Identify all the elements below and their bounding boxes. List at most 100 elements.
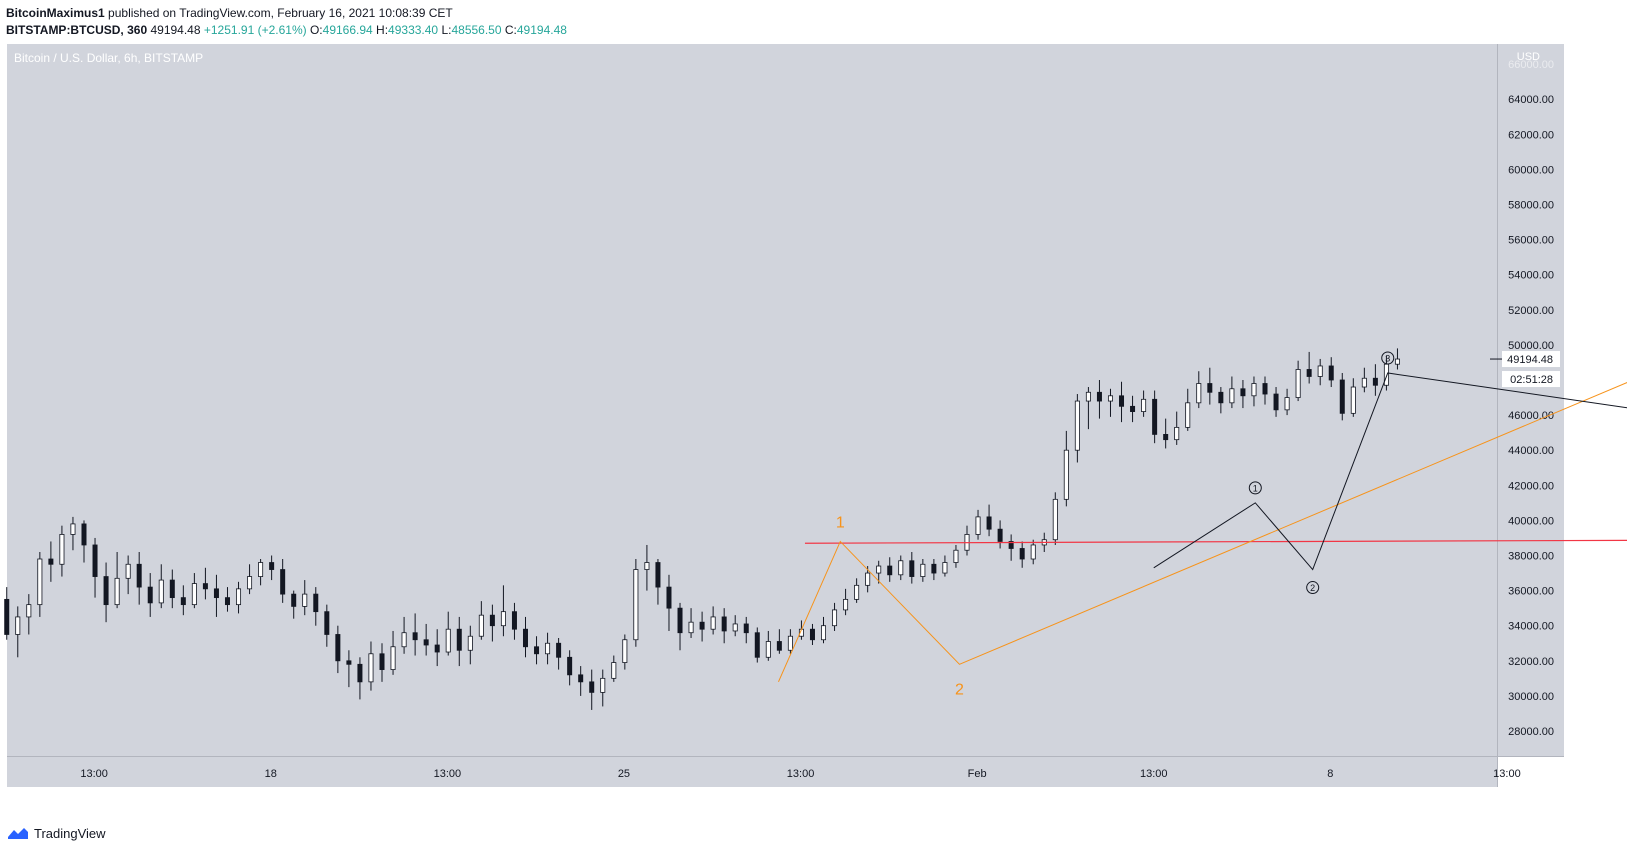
candle-body <box>456 628 462 651</box>
candle-body <box>180 597 186 606</box>
candle <box>258 559 264 586</box>
time-axis[interactable] <box>7 757 1497 787</box>
candle-body <box>986 516 992 530</box>
candle-body <box>1273 393 1279 411</box>
tradingview-brand[interactable]: TradingView <box>34 825 106 841</box>
candle-body <box>1141 398 1147 412</box>
candle <box>556 637 562 670</box>
circled-wave-label: 3 <box>1381 351 1395 365</box>
candle <box>1019 541 1025 568</box>
candle-body <box>158 579 164 604</box>
chart-header: BitcoinMaximus1 published on TradingView… <box>6 6 1616 40</box>
candle-body <box>743 623 749 634</box>
candle <box>832 602 838 631</box>
candle-body <box>589 681 595 693</box>
candle-body <box>776 641 782 651</box>
candle-body <box>125 563 131 579</box>
candle <box>545 632 551 665</box>
y-tick-label: 56000.00 <box>1508 235 1554 247</box>
open-label: O: <box>309 23 323 37</box>
y-tick-label: 34000.00 <box>1508 621 1554 633</box>
candle <box>324 604 330 647</box>
candle <box>1052 492 1058 545</box>
x-tick-label: 13:00 <box>1140 768 1168 780</box>
candle-body <box>412 632 418 641</box>
candle <box>953 544 959 568</box>
candle <box>158 564 164 609</box>
circled-wave-label: 1 <box>1248 481 1262 495</box>
candle <box>169 569 175 609</box>
candle <box>589 669 595 710</box>
candle <box>1273 387 1279 417</box>
candle-body <box>390 646 396 670</box>
candle <box>633 559 639 647</box>
open-value: 49166.94 <box>322 23 373 37</box>
candle <box>522 616 528 658</box>
candle <box>1152 390 1158 444</box>
candle <box>1306 351 1312 384</box>
candle-body <box>997 528 1003 542</box>
high-label: H: <box>376 23 389 37</box>
candle-body <box>1063 449 1069 500</box>
candle <box>1295 360 1301 402</box>
candle <box>843 588 849 616</box>
candle <box>1085 387 1091 430</box>
candle-body <box>534 646 540 655</box>
candle <box>412 613 418 656</box>
candle <box>478 601 484 640</box>
x-tick-label: 18 <box>265 768 277 780</box>
x-tick-label: 13:00 <box>787 768 815 780</box>
candle <box>1141 390 1147 417</box>
x-tick-label: 13:00 <box>1493 768 1521 780</box>
candle <box>26 594 32 635</box>
candle-body <box>48 558 54 565</box>
candle <box>765 630 771 661</box>
candle <box>1185 388 1191 431</box>
candle-body <box>26 604 32 618</box>
candle <box>456 616 462 667</box>
y-tick-label: 58000.00 <box>1508 200 1554 212</box>
tradingview-logo-icon[interactable] <box>6 825 30 841</box>
candle-body <box>677 607 683 634</box>
candle-body <box>787 635 793 651</box>
x-tick-label: 8 <box>1327 768 1333 780</box>
plot-area[interactable] <box>7 44 1497 756</box>
orange-wave-path <box>778 381 1627 683</box>
candle <box>909 551 915 584</box>
candle-body <box>633 569 639 641</box>
candle-body <box>1361 377 1367 388</box>
candle <box>854 578 860 603</box>
candle-body <box>732 623 738 632</box>
candle <box>821 616 827 644</box>
currency-label: USD <box>1517 51 1540 63</box>
price-axis[interactable] <box>1498 44 1564 756</box>
candle-body <box>1218 391 1224 404</box>
wave-label-circle <box>1306 581 1320 595</box>
candle <box>147 573 153 617</box>
candle <box>1119 381 1125 423</box>
candle-body <box>4 598 10 635</box>
candle-body <box>754 632 760 658</box>
candle <box>236 581 242 614</box>
candle <box>600 669 606 707</box>
y-tick-label: 62000.00 <box>1508 129 1554 141</box>
candle <box>511 602 517 640</box>
orange-wave-label: 2 <box>955 681 964 698</box>
wave-label-number: 1 <box>1253 483 1258 493</box>
candle-body <box>15 616 21 635</box>
invalidation-line <box>804 539 1627 544</box>
candle-body <box>545 642 551 655</box>
y-tick-label: 64000.00 <box>1508 94 1554 106</box>
candle-body <box>578 674 584 683</box>
candle-body <box>379 653 385 670</box>
candle <box>1196 371 1202 409</box>
candle <box>1174 411 1180 445</box>
candle <box>500 585 506 637</box>
candle <box>1328 357 1334 388</box>
wave-label-circle <box>1248 481 1262 495</box>
author-name[interactable]: BitcoinMaximus1 <box>6 6 105 20</box>
candle-body <box>1163 434 1169 441</box>
candle-body <box>1251 383 1257 397</box>
y-tick-label: 60000.00 <box>1508 164 1554 176</box>
